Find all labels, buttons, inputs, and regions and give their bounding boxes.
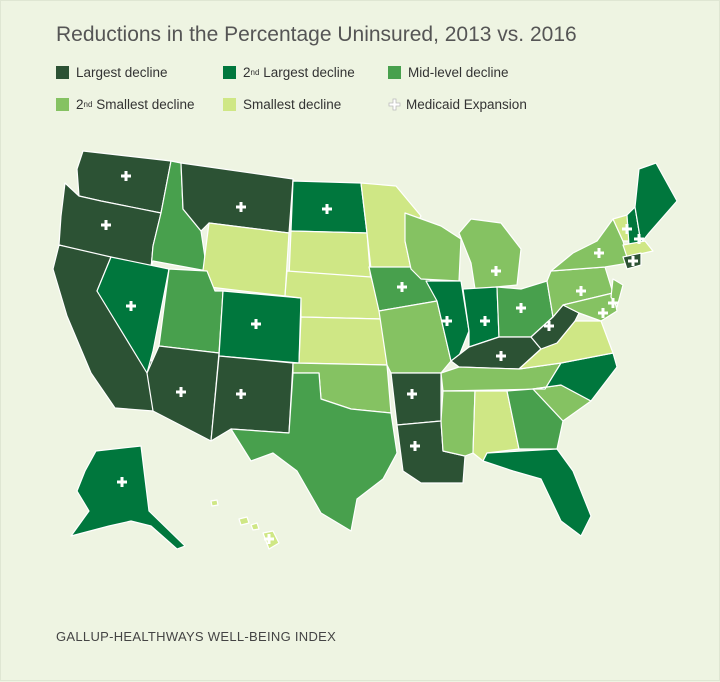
state-AR[interactable] [390, 372, 442, 426]
legend-swatch [388, 65, 401, 79]
state-NV[interactable] [96, 256, 170, 374]
state-AK[interactable] [70, 445, 186, 550]
legend-smallest: Smallest decline [223, 95, 341, 113]
legend-swatch [223, 97, 236, 111]
legend-ordinal: 2 [243, 64, 251, 80]
legend-mid: Mid-level decline [388, 63, 509, 81]
plus-icon [388, 98, 401, 110]
state-WY[interactable] [200, 222, 290, 297]
legend-label: Smallest decline [243, 96, 342, 112]
legend-label: Mid-level decline [408, 64, 509, 80]
legend-swatch [56, 97, 69, 111]
source-label: GALLUP-HEALTHWAYS WELL-BEING INDEX [56, 629, 337, 644]
state-MS[interactable] [440, 390, 476, 457]
legend-expansion: Medicaid Expansion [388, 95, 527, 113]
state-HI-island[interactable] [238, 516, 250, 526]
legend-label: Largest decline [263, 64, 355, 80]
legend-largest: Largest decline [56, 63, 168, 81]
state-HI-island[interactable] [210, 499, 219, 507]
state-NM[interactable] [210, 355, 294, 442]
legend-swatch [56, 65, 69, 79]
legend-label: Medicaid Expansion [406, 96, 527, 112]
state-MT[interactable] [180, 162, 294, 234]
state-CO[interactable] [218, 290, 302, 364]
state-KS[interactable] [298, 316, 388, 366]
state-FL[interactable] [482, 448, 592, 537]
state-TX[interactable] [230, 372, 398, 532]
legend-label: Largest decline [76, 64, 168, 80]
state-GA[interactable] [506, 388, 564, 450]
page-title: Reductions in the Percentage Uninsured, … [56, 23, 577, 46]
state-ND[interactable] [290, 180, 368, 234]
legend-label: Smallest decline [96, 96, 195, 112]
legend-ordinal-suffix: nd [83, 99, 93, 109]
legend-ordinal-suffix: nd [250, 67, 260, 77]
state-MI[interactable] [458, 218, 522, 290]
state-WI[interactable] [404, 212, 462, 282]
state-ME[interactable] [634, 162, 678, 244]
legend-ordinal: 2 [76, 96, 84, 112]
legend-swatch [223, 65, 236, 79]
state-IN[interactable] [462, 286, 500, 348]
state-HI-island[interactable] [250, 522, 260, 531]
